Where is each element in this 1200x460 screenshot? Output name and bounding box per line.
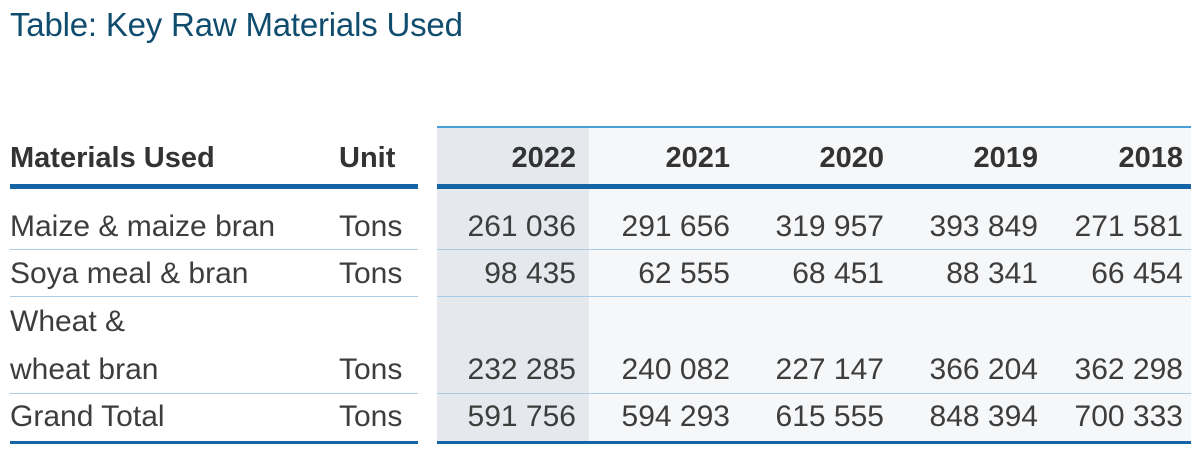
row-divider [437,296,1191,297]
header-materials: Materials Used [10,142,215,174]
table-bottom-rule-right [437,441,1191,444]
row-value: 66 454 [1091,257,1183,290]
row-value: 227 147 [775,353,884,386]
total-value: 591 756 [467,400,576,433]
row-divider [437,249,1191,250]
header-year-2022: 2022 [511,142,576,174]
table-bottom-rule-left [10,441,418,444]
row-divider [10,249,418,250]
header-rule-right [437,184,1191,189]
row-material: Soya meal & bran [10,257,249,290]
row-value: 261 036 [467,210,576,243]
total-unit: Tons [339,400,403,433]
row-material: Maize & maize bran [10,210,276,243]
current-year-highlight [437,128,589,444]
header-year-2018: 2018 [1118,142,1183,174]
header-year-2019: 2019 [973,142,1038,174]
row-value: 232 285 [467,353,576,386]
header-rule-left [10,184,418,189]
header-year-2021: 2021 [665,142,730,174]
row-value: 62 555 [638,257,730,290]
row-value: 98 435 [484,257,576,290]
row-value: 319 957 [775,210,884,243]
row-value: 393 849 [929,210,1038,243]
row-unit: Tons [339,257,403,290]
years-background [589,128,1191,444]
row-value: 366 204 [929,353,1038,386]
row-material-line-2: wheat bran [10,353,159,386]
header-year-2020: 2020 [819,142,884,174]
row-divider [10,393,418,394]
row-value: 291 656 [621,210,730,243]
total-value: 848 394 [929,400,1038,433]
row-value: 271 581 [1074,210,1183,243]
row-material-line-1: Wheat & [10,305,126,338]
page-title: Table: Key Raw Materials Used [10,6,463,43]
row-value: 362 298 [1074,353,1183,386]
row-value: 240 082 [621,353,730,386]
row-divider [437,393,1191,394]
total-value: 615 555 [775,400,884,433]
total-value: 700 333 [1074,400,1183,433]
header-unit: Unit [339,142,396,174]
raw-materials-table: Materials Used Unit 2022 2021 2020 2019 … [0,126,1200,460]
row-value: 68 451 [792,257,884,290]
row-value: 88 341 [946,257,1038,290]
row-divider [10,296,418,297]
table-top-rule [437,126,1191,128]
row-unit: Tons [339,353,403,386]
row-unit: Tons [339,210,403,243]
total-label: Grand Total [10,400,165,433]
total-value: 594 293 [621,400,730,433]
